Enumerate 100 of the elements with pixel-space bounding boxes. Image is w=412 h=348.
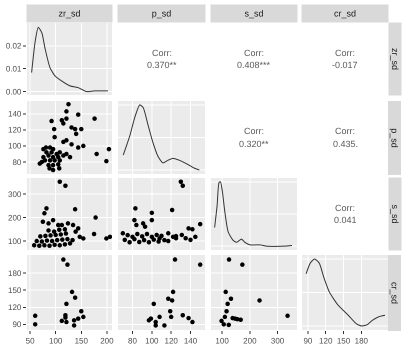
point	[58, 150, 62, 155]
point	[134, 222, 139, 228]
point	[40, 239, 44, 244]
point	[68, 241, 72, 246]
text: Corr:	[244, 48, 264, 58]
point	[159, 234, 164, 238]
x-tick-label: 150	[336, 336, 351, 346]
point	[34, 238, 39, 244]
point	[46, 153, 51, 158]
point	[150, 218, 154, 222]
point	[58, 232, 64, 237]
text: zr_sd	[390, 48, 400, 70]
point	[60, 237, 65, 242]
point	[104, 236, 109, 241]
x-tick-label: 120	[164, 336, 178, 346]
y-tick-label: 0.01	[6, 64, 22, 74]
point	[41, 146, 46, 152]
x-tick-label: 150	[74, 336, 88, 346]
point	[58, 180, 62, 184]
point	[62, 227, 68, 232]
point	[186, 316, 191, 320]
point	[60, 222, 64, 228]
point	[64, 231, 68, 236]
text: Corr:	[335, 48, 355, 58]
point	[47, 166, 52, 171]
point	[52, 126, 56, 132]
point	[60, 118, 64, 122]
x-tick-label: 200	[243, 336, 258, 346]
point	[188, 238, 193, 242]
text: Corr:	[335, 203, 355, 213]
point	[92, 232, 96, 236]
point	[70, 238, 75, 242]
point	[168, 314, 174, 320]
point	[183, 236, 188, 240]
point	[47, 244, 52, 248]
point	[72, 295, 78, 300]
point	[135, 232, 140, 236]
point	[257, 298, 262, 303]
point	[172, 257, 178, 262]
x-tick-label: 90	[303, 336, 313, 346]
point	[46, 221, 51, 226]
point	[93, 215, 98, 220]
point	[52, 134, 57, 140]
point	[166, 238, 171, 244]
y-tick-label: 90	[12, 320, 22, 330]
point	[50, 168, 56, 172]
point	[50, 162, 56, 168]
point	[72, 323, 76, 328]
point	[56, 162, 60, 167]
point	[166, 231, 171, 236]
text: Corr:	[244, 126, 264, 136]
point	[76, 226, 80, 231]
point	[52, 242, 57, 248]
text: p_sd	[152, 8, 172, 18]
point	[106, 146, 112, 152]
point	[48, 158, 52, 163]
point	[186, 226, 191, 231]
point	[65, 236, 70, 242]
point	[127, 240, 132, 244]
point	[226, 257, 232, 262]
x-tick-label: 120	[319, 336, 333, 346]
point	[238, 318, 243, 322]
point	[140, 234, 144, 239]
point	[73, 229, 78, 234]
y-tick-label: 150	[8, 286, 22, 296]
point	[81, 236, 86, 241]
point	[198, 222, 202, 226]
text: cr_sd	[334, 8, 356, 18]
point	[285, 314, 290, 318]
point	[224, 309, 229, 314]
x-tick-label: 100	[48, 336, 63, 346]
x-tick-label: 140	[184, 336, 198, 346]
point	[40, 220, 46, 224]
point	[74, 132, 78, 136]
point	[132, 218, 137, 222]
point	[69, 142, 74, 147]
point	[77, 234, 82, 240]
point	[122, 238, 128, 242]
x-tick-label: 200	[100, 336, 114, 346]
point	[146, 240, 152, 244]
x-tick-label: 100	[215, 336, 230, 346]
point	[170, 298, 174, 303]
point	[64, 116, 69, 121]
point	[178, 180, 184, 184]
point	[72, 126, 78, 132]
point	[240, 262, 245, 267]
y-tick-label: 80	[12, 158, 22, 167]
y-tick-label: 100	[8, 236, 22, 246]
point	[166, 296, 171, 301]
point	[43, 234, 48, 238]
point	[168, 309, 172, 314]
point	[52, 229, 56, 234]
point	[70, 222, 76, 228]
point	[66, 221, 70, 226]
y-tick-label: 180	[8, 268, 22, 278]
point	[223, 290, 228, 294]
point	[153, 323, 158, 328]
point	[76, 112, 80, 117]
point	[180, 184, 186, 188]
point	[54, 238, 60, 242]
